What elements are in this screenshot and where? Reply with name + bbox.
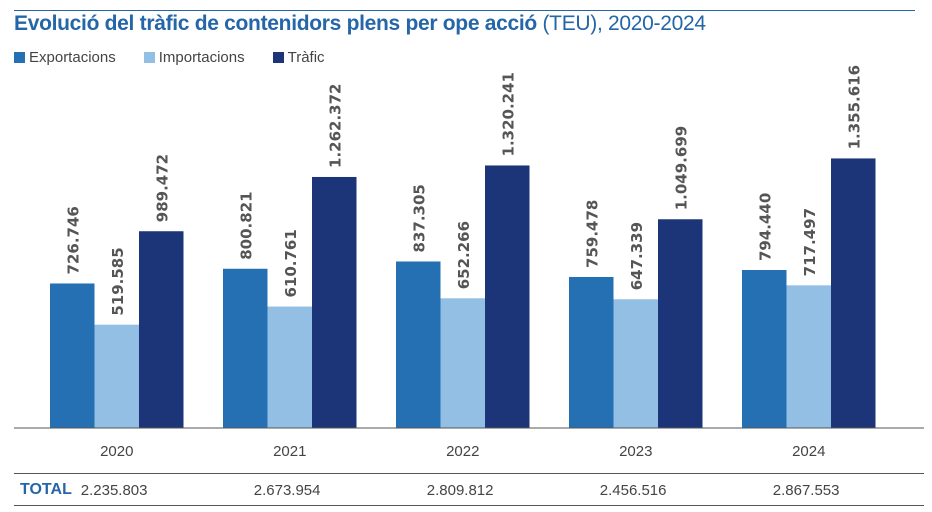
bar-2021-2 [312,176,357,428]
x-tick-label: 2020 [100,443,133,460]
legend-label: Importacions [158,49,245,66]
data-label: 652.266 [455,221,473,289]
bar-2020-0 [50,283,95,428]
legend-swatch [272,52,284,63]
total-label: TOTAL [20,481,72,498]
total-value: 2.673.954 [253,482,321,499]
x-tick-label: 2022 [446,443,479,460]
bar-2022-1 [440,298,485,428]
legend-label: Tràfic [287,49,325,66]
data-label: 989.472 [153,154,171,222]
data-label: 717.497 [801,208,819,276]
chart-title: Evolució del tràfic de contenidors plens… [14,12,706,36]
x-tick-label: 2021 [273,443,306,460]
bar-2022-2 [485,165,530,429]
legend-swatch [14,52,25,63]
legend-label: Exportacions [29,49,116,66]
bar-2022-0 [396,261,441,428]
data-label: 800.821 [237,191,255,259]
title-suffix: (TEU), 2020-2024 [536,12,706,35]
data-label: 759.478 [583,200,601,268]
bar-2024-0 [742,270,787,428]
data-label: 1.320.241 [499,72,517,156]
x-tick-label: 2023 [619,443,652,460]
data-label: 647.339 [628,222,646,290]
bar-2020-2 [139,231,184,428]
legend-item-importacions: Importacions [143,49,245,66]
table-rule-top [14,473,924,474]
total-value: 2.809.812 [426,482,494,499]
bar-2021-0 [223,268,268,428]
bar-2023-1 [613,299,658,428]
data-label: 1.355.616 [845,65,863,149]
bar-2024-1 [786,285,831,428]
total-value: 2.235.803 [80,482,148,499]
data-label: 610.761 [282,229,300,297]
bar-2024-2 [831,158,876,428]
total-value: 2.867.553 [772,482,840,499]
top-rule [14,10,915,11]
data-label: 1.049.699 [672,126,690,210]
data-label: 794.440 [756,193,774,261]
legend-item-exportacions: Exportacions [14,49,116,66]
table-rule-bottom [14,505,924,506]
legend-swatch [143,52,155,63]
legend: Exportacions Importacions Tràfic [14,49,325,66]
bar-2021-1 [267,306,312,428]
data-label: 726.746 [64,206,82,274]
title-main: Evolució del tràfic de contenidors plens… [14,12,537,35]
bar-2023-0 [569,276,614,428]
data-label: 1.262.372 [326,83,344,167]
data-label: 519.585 [109,247,127,315]
bar-2020-1 [94,324,139,428]
data-label: 837.305 [410,184,428,252]
total-value: 2.456.516 [599,482,667,499]
bar-2023-2 [658,219,703,428]
x-tick-label: 2024 [792,443,825,460]
legend-item-trafic: Tràfic [272,49,325,66]
